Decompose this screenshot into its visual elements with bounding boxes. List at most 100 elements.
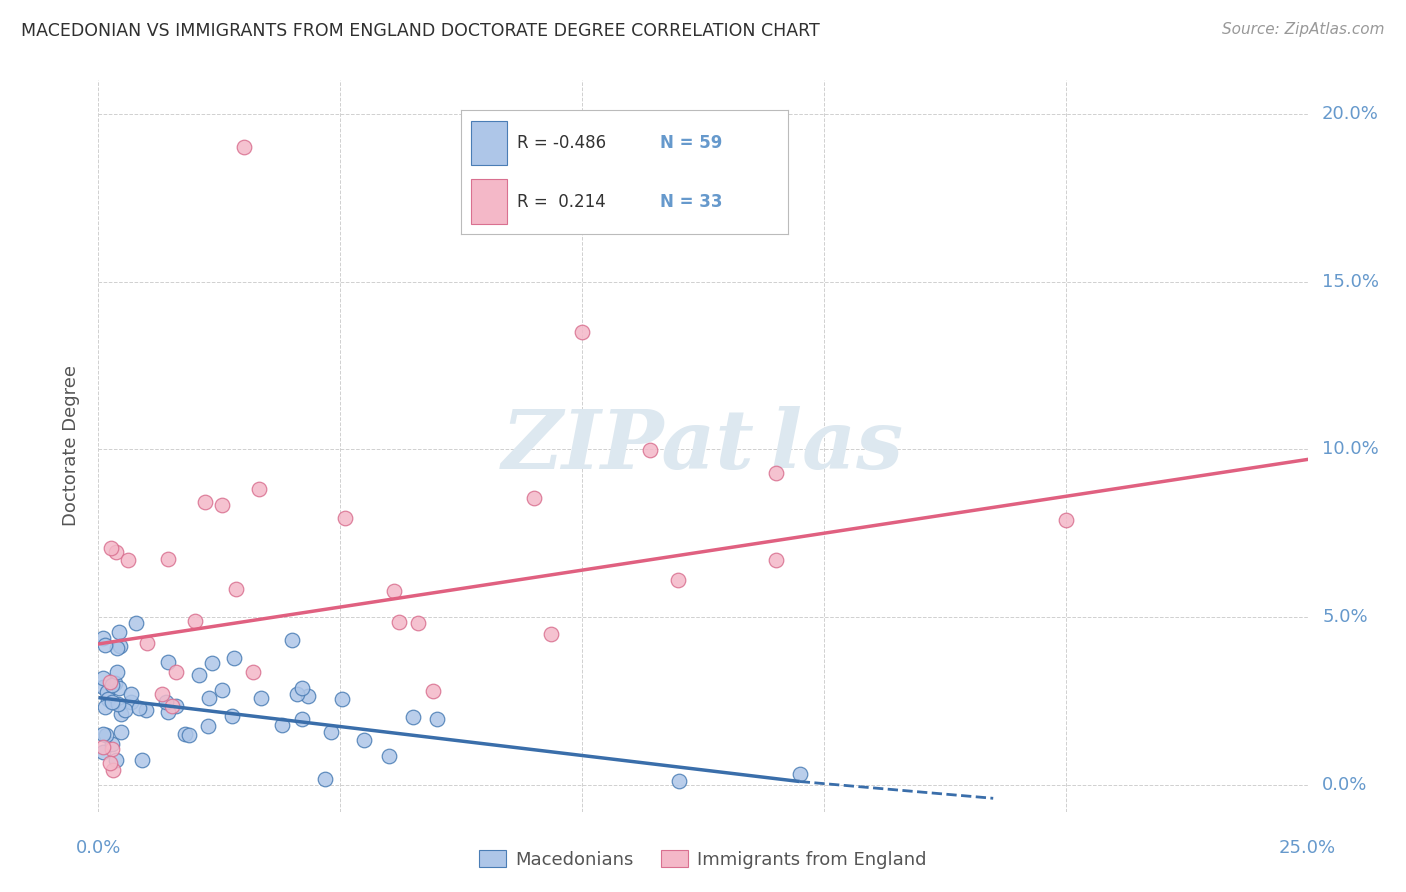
- Point: [110, 725, 132, 739]
- Text: Source: ZipAtlas.com: Source: ZipAtlas.com: [1222, 22, 1385, 37]
- Point: [91, 740, 114, 755]
- Point: [101, 737, 124, 751]
- Text: 0.0%: 0.0%: [1322, 776, 1368, 794]
- Point: [94, 700, 117, 714]
- Point: [157, 705, 180, 719]
- Point: [108, 640, 131, 654]
- Point: [201, 657, 224, 671]
- Point: [160, 699, 183, 714]
- Point: [211, 682, 233, 697]
- Point: [523, 491, 546, 505]
- Text: 5.0%: 5.0%: [1322, 608, 1368, 626]
- Point: [157, 655, 180, 669]
- Point: [105, 641, 128, 656]
- Point: [571, 325, 593, 339]
- Point: [165, 665, 187, 679]
- Point: [184, 614, 207, 628]
- Point: [222, 651, 245, 665]
- Point: [319, 724, 342, 739]
- Point: [666, 574, 689, 588]
- Point: [789, 767, 811, 781]
- Text: ZIPat las: ZIPat las: [502, 406, 904, 486]
- Point: [125, 615, 148, 630]
- Point: [101, 742, 124, 756]
- Point: [291, 713, 314, 727]
- Point: [155, 695, 177, 709]
- Point: [377, 748, 399, 763]
- Point: [165, 699, 187, 714]
- Point: [297, 689, 319, 703]
- Point: [250, 691, 273, 706]
- Point: [290, 681, 312, 695]
- Point: [94, 728, 117, 742]
- Point: [120, 687, 142, 701]
- Point: [333, 511, 356, 525]
- Point: [281, 632, 304, 647]
- Point: [135, 703, 157, 717]
- Point: [104, 753, 127, 767]
- Point: [638, 443, 661, 458]
- Text: 10.0%: 10.0%: [1322, 441, 1379, 458]
- Point: [94, 638, 117, 652]
- Point: [128, 701, 150, 715]
- Point: [668, 774, 690, 789]
- Point: [402, 709, 425, 723]
- Point: [242, 665, 264, 679]
- Point: [100, 541, 122, 556]
- Point: [179, 728, 201, 742]
- Point: [225, 582, 247, 597]
- Point: [98, 756, 121, 770]
- Point: [247, 482, 270, 496]
- Point: [1054, 513, 1077, 527]
- Text: 0.0%: 0.0%: [76, 838, 121, 856]
- Point: [382, 583, 405, 598]
- Point: [96, 685, 118, 699]
- Point: [406, 615, 429, 630]
- Point: [107, 681, 129, 695]
- Point: [221, 708, 243, 723]
- Point: [353, 732, 375, 747]
- Point: [198, 690, 221, 705]
- Point: [98, 674, 121, 689]
- Point: [100, 695, 122, 709]
- Point: [117, 552, 139, 566]
- Point: [97, 691, 120, 706]
- Point: [330, 691, 353, 706]
- Point: [120, 695, 142, 709]
- Point: [232, 140, 254, 154]
- Point: [540, 627, 562, 641]
- Point: [150, 687, 173, 701]
- Point: [194, 494, 217, 508]
- Point: [422, 684, 444, 698]
- Point: [91, 727, 114, 741]
- Y-axis label: Doctorate Degree: Doctorate Degree: [62, 366, 80, 526]
- Point: [114, 703, 136, 717]
- Text: 15.0%: 15.0%: [1322, 273, 1379, 291]
- Point: [101, 678, 124, 692]
- Point: [91, 680, 114, 694]
- Text: MACEDONIAN VS IMMIGRANTS FROM ENGLAND DOCTORATE DEGREE CORRELATION CHART: MACEDONIAN VS IMMIGRANTS FROM ENGLAND DO…: [21, 22, 820, 40]
- Point: [197, 719, 219, 733]
- Point: [105, 665, 128, 679]
- Point: [107, 697, 129, 711]
- Point: [426, 712, 449, 726]
- Point: [136, 636, 159, 650]
- Point: [107, 625, 129, 640]
- Point: [131, 753, 153, 767]
- Point: [765, 553, 787, 567]
- Point: [174, 727, 197, 741]
- Point: [285, 687, 308, 701]
- Point: [765, 466, 787, 480]
- Point: [314, 772, 336, 786]
- Point: [91, 631, 114, 645]
- Point: [104, 545, 127, 559]
- Point: [211, 498, 233, 512]
- Point: [91, 671, 114, 685]
- Point: [104, 676, 127, 690]
- Point: [270, 717, 292, 731]
- Text: 20.0%: 20.0%: [1322, 105, 1379, 123]
- Point: [388, 615, 411, 629]
- Point: [110, 707, 132, 722]
- Legend: Macedonians, Immigrants from England: Macedonians, Immigrants from England: [472, 843, 934, 876]
- Point: [91, 745, 114, 759]
